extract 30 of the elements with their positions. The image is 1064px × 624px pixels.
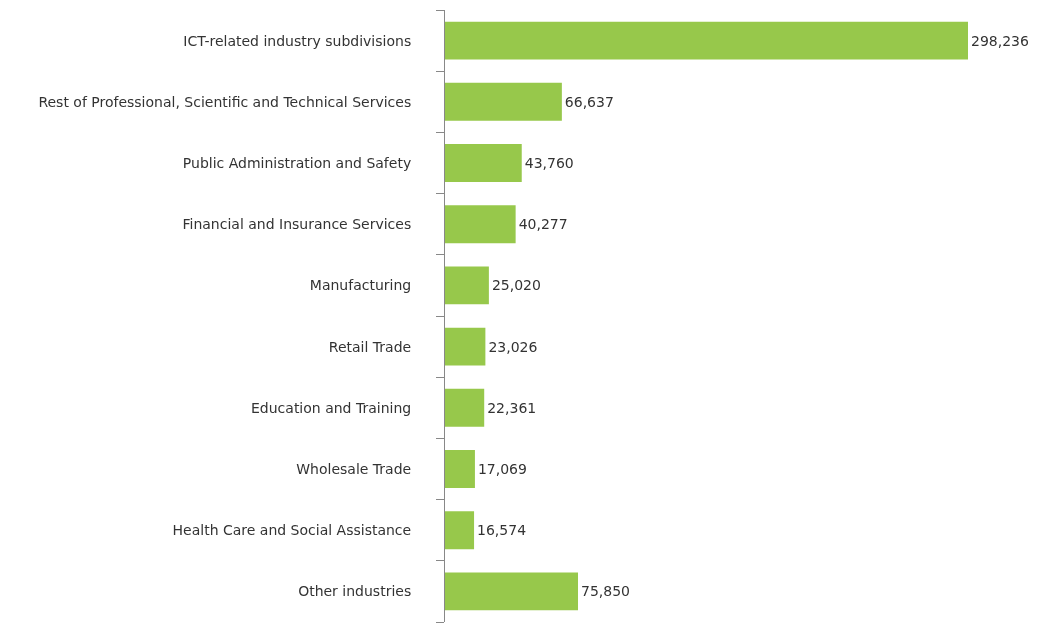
data-label: 17,069 xyxy=(477,461,527,477)
y-tick-label: Retail Trade xyxy=(328,338,412,355)
y-tick-label: Health Care and Social Assistance xyxy=(172,522,412,539)
y-tick-label: ICT-related industry subdivisions xyxy=(183,32,412,49)
bar xyxy=(445,144,522,182)
bar xyxy=(445,572,579,611)
data-label: 66,637 xyxy=(564,93,614,110)
y-tick-label: Wholesale Trade xyxy=(296,460,412,477)
data-label: 22,361 xyxy=(487,399,537,416)
bar xyxy=(445,266,489,305)
bar xyxy=(445,450,475,488)
bar xyxy=(445,327,486,366)
data-label: 43,760 xyxy=(524,155,574,171)
data-label: 25,020 xyxy=(491,277,541,294)
data-label: 40,277 xyxy=(518,216,568,233)
y-tick-label: Education and Training xyxy=(251,399,412,416)
y-tick-label: Other industries xyxy=(298,583,412,600)
y-tick-label: Financial and Insurance Services xyxy=(182,216,412,233)
y-tick-label: Public Administration and Safety xyxy=(182,154,412,171)
data-label: 23,026 xyxy=(488,338,538,355)
bar xyxy=(445,21,968,60)
data-label: 16,574 xyxy=(477,522,527,539)
bar xyxy=(445,388,485,427)
y-tick-label: Manufacturing xyxy=(309,277,412,294)
data-label: 298,236 xyxy=(971,32,1029,49)
bar xyxy=(445,205,516,244)
data-label: 75,850 xyxy=(581,583,631,600)
bar xyxy=(445,511,475,550)
y-tick-label: Rest of Professional, Scientific and Technical Services xyxy=(38,93,412,110)
bar xyxy=(445,82,562,121)
